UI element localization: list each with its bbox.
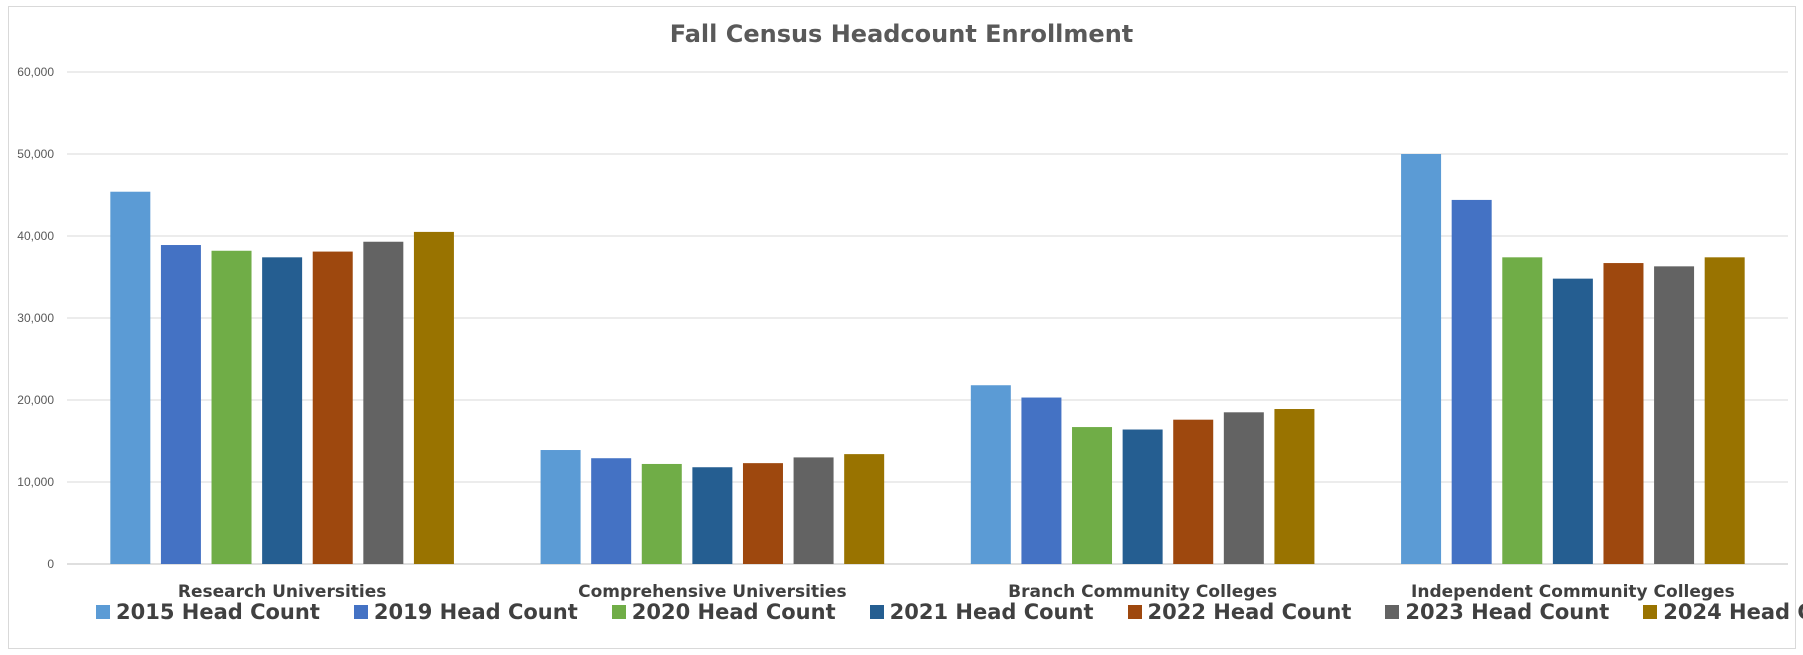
legend-label: 2022 Head Count <box>1147 600 1352 624</box>
legend: 2015 Head Count 2019 Head Count 2020 Head … <box>96 600 1803 624</box>
bar <box>1451 199 1492 565</box>
y-tick-label: 30,000 <box>17 311 54 325</box>
bar <box>641 463 682 564</box>
bar <box>312 251 353 564</box>
bar <box>1654 266 1695 564</box>
legend-swatch <box>611 605 626 619</box>
bar-series <box>110 154 1745 565</box>
legend-label: 2023 Head Count <box>1405 600 1610 624</box>
legend-item: 2022 Head Count <box>1127 600 1352 624</box>
legend-item: 2015 Head Count <box>96 600 320 624</box>
bar <box>540 450 581 564</box>
bar <box>413 231 454 564</box>
x-category-label: Independent Community Colleges <box>1411 582 1735 602</box>
y-tick-label: 20,000 <box>17 393 54 407</box>
y-tick-label: 60,000 <box>17 65 54 79</box>
legend-label: 2015 Head Count <box>116 600 320 624</box>
legend-item: 2023 Head Count <box>1385 600 1609 624</box>
legend-label: 2024 Head Count <box>1663 600 1803 624</box>
bar <box>1122 429 1163 564</box>
bar <box>1021 397 1062 564</box>
bar <box>211 250 252 564</box>
y-tick-label: 50,000 <box>17 147 54 161</box>
y-tick-label: 0 <box>47 557 54 571</box>
x-category-label: Branch Community Colleges <box>1008 582 1277 602</box>
bar <box>742 463 783 564</box>
x-category-label: Research Universities <box>178 582 387 602</box>
y-tick-label: 10,000 <box>17 475 54 489</box>
bar <box>793 457 834 564</box>
bar <box>1173 419 1214 564</box>
x-axis: Research Universities Comprehensive Unive… <box>178 582 1735 602</box>
legend-item: 2021 Head Count <box>869 600 1094 624</box>
bar <box>692 467 733 564</box>
legend-swatch <box>353 605 368 619</box>
legend-label: 2021 Head Count <box>889 600 1094 624</box>
legend-item: 2019 Head Count <box>353 600 578 624</box>
chart-title: Fall Census Headcount Enrollment <box>669 20 1134 48</box>
bar <box>1401 154 1442 564</box>
x-category-label: Comprehensive Universities <box>578 582 846 602</box>
legend-label: 2019 Head Count <box>373 600 578 624</box>
bar <box>1274 409 1315 564</box>
legend-swatch <box>869 605 884 619</box>
bar <box>844 454 885 564</box>
legend-label: 2020 Head Count <box>631 600 836 624</box>
bar <box>1603 263 1644 564</box>
bar <box>1502 257 1543 564</box>
y-tick-label: 40,000 <box>17 229 54 243</box>
bar <box>363 241 404 565</box>
bar <box>262 257 303 564</box>
bar <box>1704 257 1745 564</box>
bar <box>1552 278 1593 564</box>
chart-frame <box>8 6 1796 649</box>
legend-swatch <box>1127 605 1142 619</box>
bar <box>1072 427 1113 564</box>
legend-swatch <box>96 605 110 619</box>
gridlines <box>67 71 1788 565</box>
bar <box>1223 412 1264 564</box>
bar <box>110 191 151 564</box>
bar <box>591 458 632 564</box>
bar <box>160 245 201 564</box>
legend-item: 2024 Head Count <box>1643 600 1803 624</box>
bar <box>970 385 1011 564</box>
y-axis: 0 10,000 20,000 30,000 40,000 50,000 60,000 <box>17 65 54 571</box>
legend-item: 2020 Head Count <box>611 600 836 624</box>
legend-swatch <box>1385 605 1400 619</box>
legend-swatch <box>1643 605 1658 619</box>
